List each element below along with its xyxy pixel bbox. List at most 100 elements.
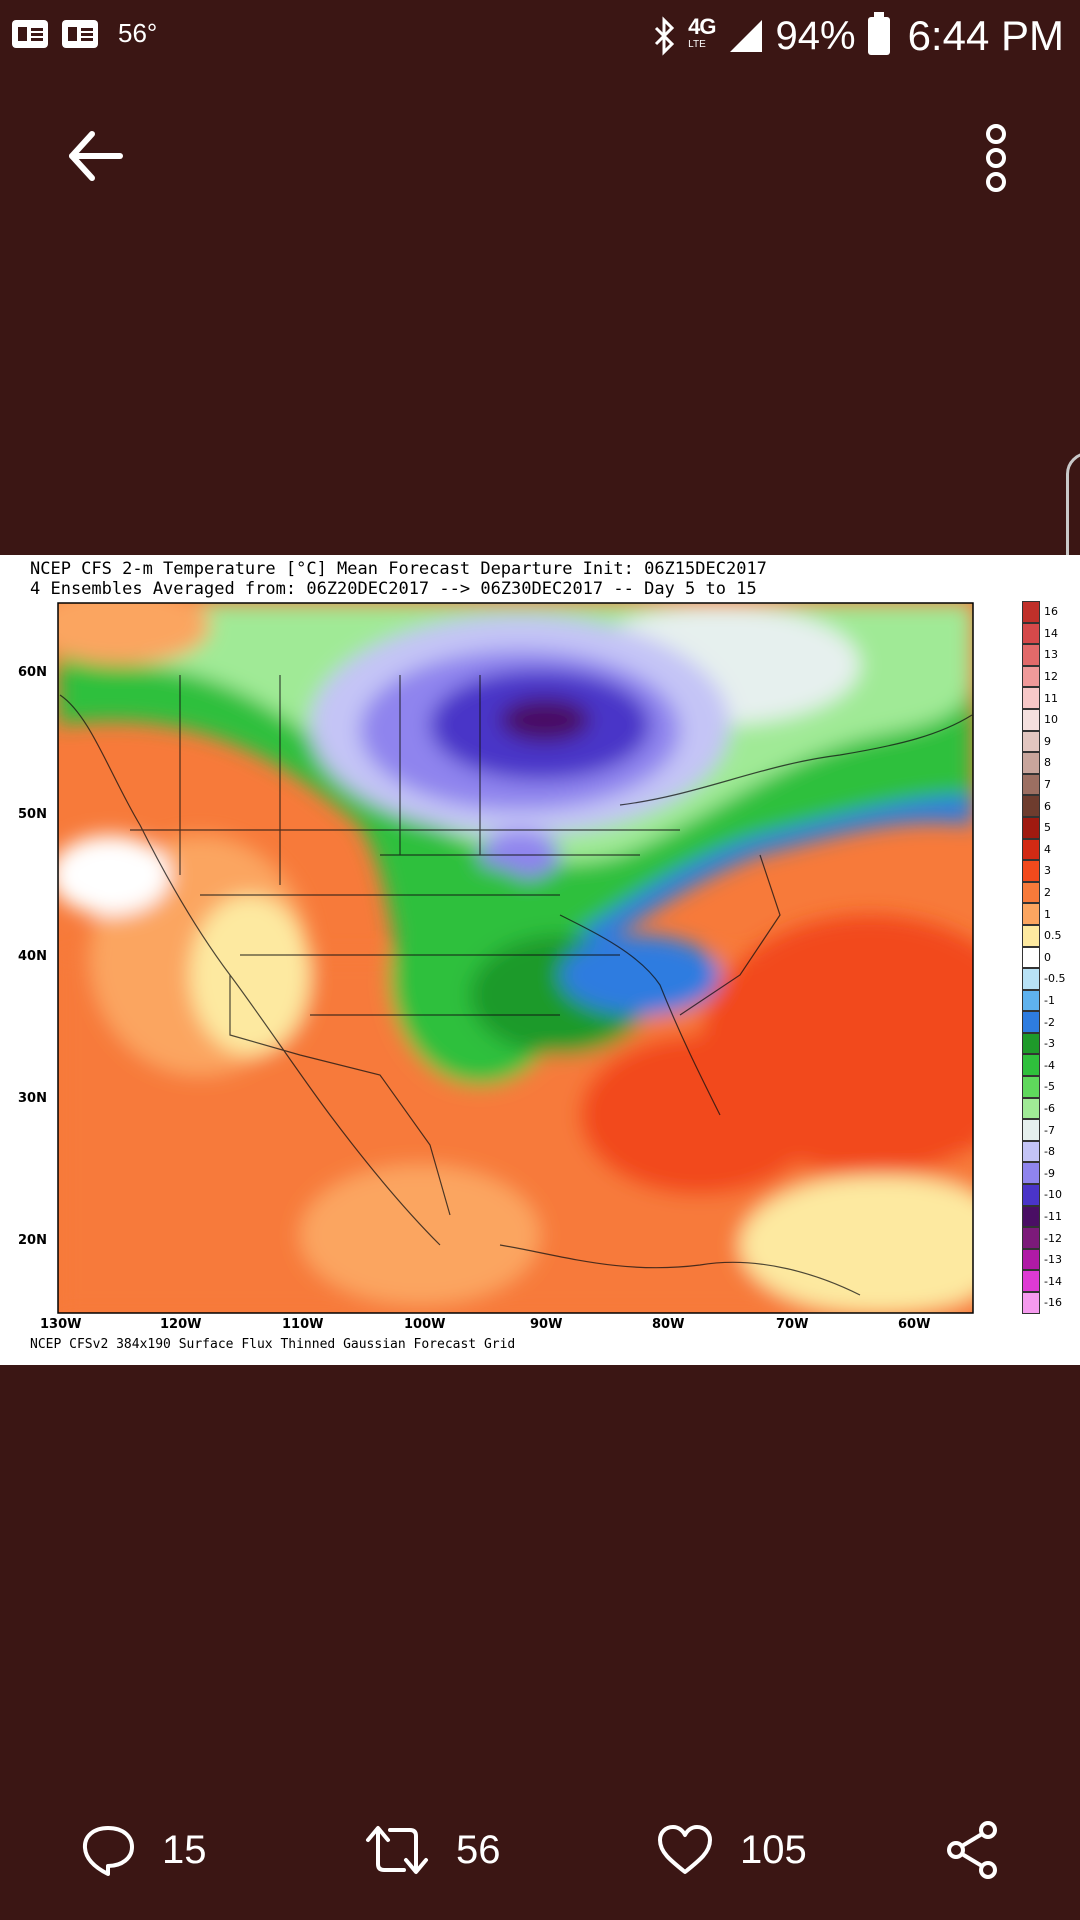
- legend-entry: -5: [1022, 1076, 1078, 1098]
- legend-entry: -6: [1022, 1097, 1078, 1120]
- legend-label: 13: [1044, 648, 1058, 662]
- legend-swatch: [1022, 1248, 1040, 1271]
- lon-label: 100W: [404, 1317, 446, 1332]
- legend-swatch: [1022, 838, 1040, 861]
- legend-swatch: [1022, 795, 1040, 817]
- legend-entry: -12: [1022, 1227, 1078, 1249]
- legend-label: -12: [1044, 1231, 1062, 1245]
- legend-entry: -10: [1022, 1184, 1078, 1206]
- legend-swatch: [1022, 924, 1040, 947]
- legend-entry: 5: [1022, 816, 1078, 839]
- legend-label: 10: [1044, 713, 1058, 727]
- retweet-button[interactable]: 56: [364, 1800, 501, 1900]
- legend-swatch: [1022, 860, 1040, 882]
- comment-icon: [82, 1826, 134, 1876]
- longitude-labels: 130W 120W 110W 100W 90W 80W 70W 60W: [0, 1317, 1080, 1337]
- legend-entry: -11: [1022, 1205, 1078, 1228]
- retweet-count: 56: [456, 1827, 501, 1872]
- legend-label: 12: [1044, 670, 1058, 684]
- legend-entry: 1: [1022, 903, 1078, 925]
- legend-swatch: [1022, 1162, 1040, 1185]
- legend-entry: -8: [1022, 1140, 1078, 1163]
- legend-entry: -13: [1022, 1248, 1078, 1271]
- legend-label: 6: [1044, 799, 1051, 813]
- network-indicator: 4G LTE: [688, 14, 716, 54]
- legend-swatch: [1022, 881, 1040, 904]
- legend-entry: 14: [1022, 622, 1078, 645]
- reply-button[interactable]: 15: [80, 1800, 207, 1900]
- battery-percent: 94%: [775, 13, 856, 58]
- legend-label: -5: [1044, 1080, 1055, 1094]
- back-button[interactable]: [64, 128, 124, 188]
- legend-entry: -4: [1022, 1054, 1078, 1077]
- legend-label: -13: [1044, 1253, 1062, 1267]
- legend-swatch: [1022, 1140, 1040, 1163]
- more-vertical-icon: [986, 124, 1006, 192]
- legend-entry: 6: [1022, 795, 1078, 817]
- legend-swatch: [1022, 730, 1040, 753]
- legend-label: 16: [1044, 605, 1058, 619]
- reply-count: 15: [162, 1827, 207, 1872]
- legend-label: -6: [1044, 1101, 1055, 1115]
- legend-entry: 7: [1022, 773, 1078, 796]
- lon-label: 60W: [898, 1317, 931, 1332]
- network-subtype: LTE: [688, 39, 706, 50]
- share-button[interactable]: [944, 1800, 1000, 1900]
- legend-entry: 4: [1022, 838, 1078, 861]
- legend-label: 14: [1044, 626, 1058, 640]
- legend-label: 3: [1044, 864, 1051, 878]
- network-type: 4G: [688, 14, 716, 39]
- map-footer: NCEP CFSv2 384x190 Surface Flux Thinned …: [30, 1337, 516, 1352]
- like-button[interactable]: 105: [656, 1800, 807, 1900]
- news-notification-icon: [62, 19, 98, 48]
- legend-entry: 0: [1022, 946, 1078, 969]
- legend-entry: 3: [1022, 860, 1078, 882]
- lon-label: 80W: [652, 1317, 685, 1332]
- more-options-button[interactable]: [968, 120, 1024, 196]
- lat-label: 20N: [18, 1233, 47, 1248]
- legend-swatch: [1022, 1184, 1040, 1206]
- legend-label: -3: [1044, 1037, 1055, 1051]
- legend-entry: -7: [1022, 1119, 1078, 1141]
- legend-swatch: [1022, 1205, 1040, 1228]
- lon-label: 90W: [530, 1317, 563, 1332]
- temperature-map: [57, 602, 974, 1314]
- lat-label: 60N: [18, 665, 47, 680]
- legend-label: 9: [1044, 734, 1051, 748]
- legend-swatch: [1022, 1119, 1040, 1141]
- legend-entry: -2: [1022, 1011, 1078, 1033]
- legend-swatch: [1022, 1054, 1040, 1077]
- news-notification-icon: [12, 19, 48, 48]
- battery-icon: [867, 12, 890, 55]
- legend-entry: -16: [1022, 1292, 1078, 1314]
- legend-label: -11: [1044, 1209, 1062, 1223]
- legend-label: -4: [1044, 1058, 1055, 1072]
- legend-label: 7: [1044, 778, 1051, 792]
- latitude-labels: 60N 50N 40N 30N 20N: [18, 555, 58, 1365]
- lon-label: 130W: [40, 1317, 82, 1332]
- lon-label: 120W: [160, 1317, 202, 1332]
- legend-swatch: [1022, 773, 1040, 796]
- legend-label: 5: [1044, 821, 1051, 835]
- legend-swatch: [1022, 946, 1040, 969]
- status-left: 56°: [12, 18, 157, 49]
- legend-label: 11: [1044, 691, 1058, 705]
- legend-label: -2: [1044, 1015, 1055, 1029]
- legend-entry: -1: [1022, 989, 1078, 1012]
- map-title-line-2: 4 Ensembles Averaged from: 06Z20DEC2017 …: [30, 579, 757, 599]
- legend-entry: -9: [1022, 1162, 1078, 1185]
- legend-label: 8: [1044, 756, 1051, 770]
- legend-entry: 10: [1022, 708, 1078, 731]
- lat-label: 40N: [18, 949, 47, 964]
- tweet-media-image[interactable]: NCEP CFS 2-m Temperature [°C] Mean Forec…: [0, 555, 1080, 1365]
- legend-label: 0.5: [1044, 929, 1062, 943]
- share-icon: [947, 1821, 997, 1879]
- legend-label: 2: [1044, 886, 1051, 900]
- clock: 6:44 PM: [907, 12, 1064, 59]
- legend-swatch: [1022, 903, 1040, 925]
- legend-swatch: [1022, 1032, 1040, 1055]
- legend-entry: 9: [1022, 730, 1078, 753]
- legend-label: -7: [1044, 1123, 1055, 1137]
- legend-swatch: [1022, 601, 1040, 623]
- legend-entry: -3: [1022, 1032, 1078, 1055]
